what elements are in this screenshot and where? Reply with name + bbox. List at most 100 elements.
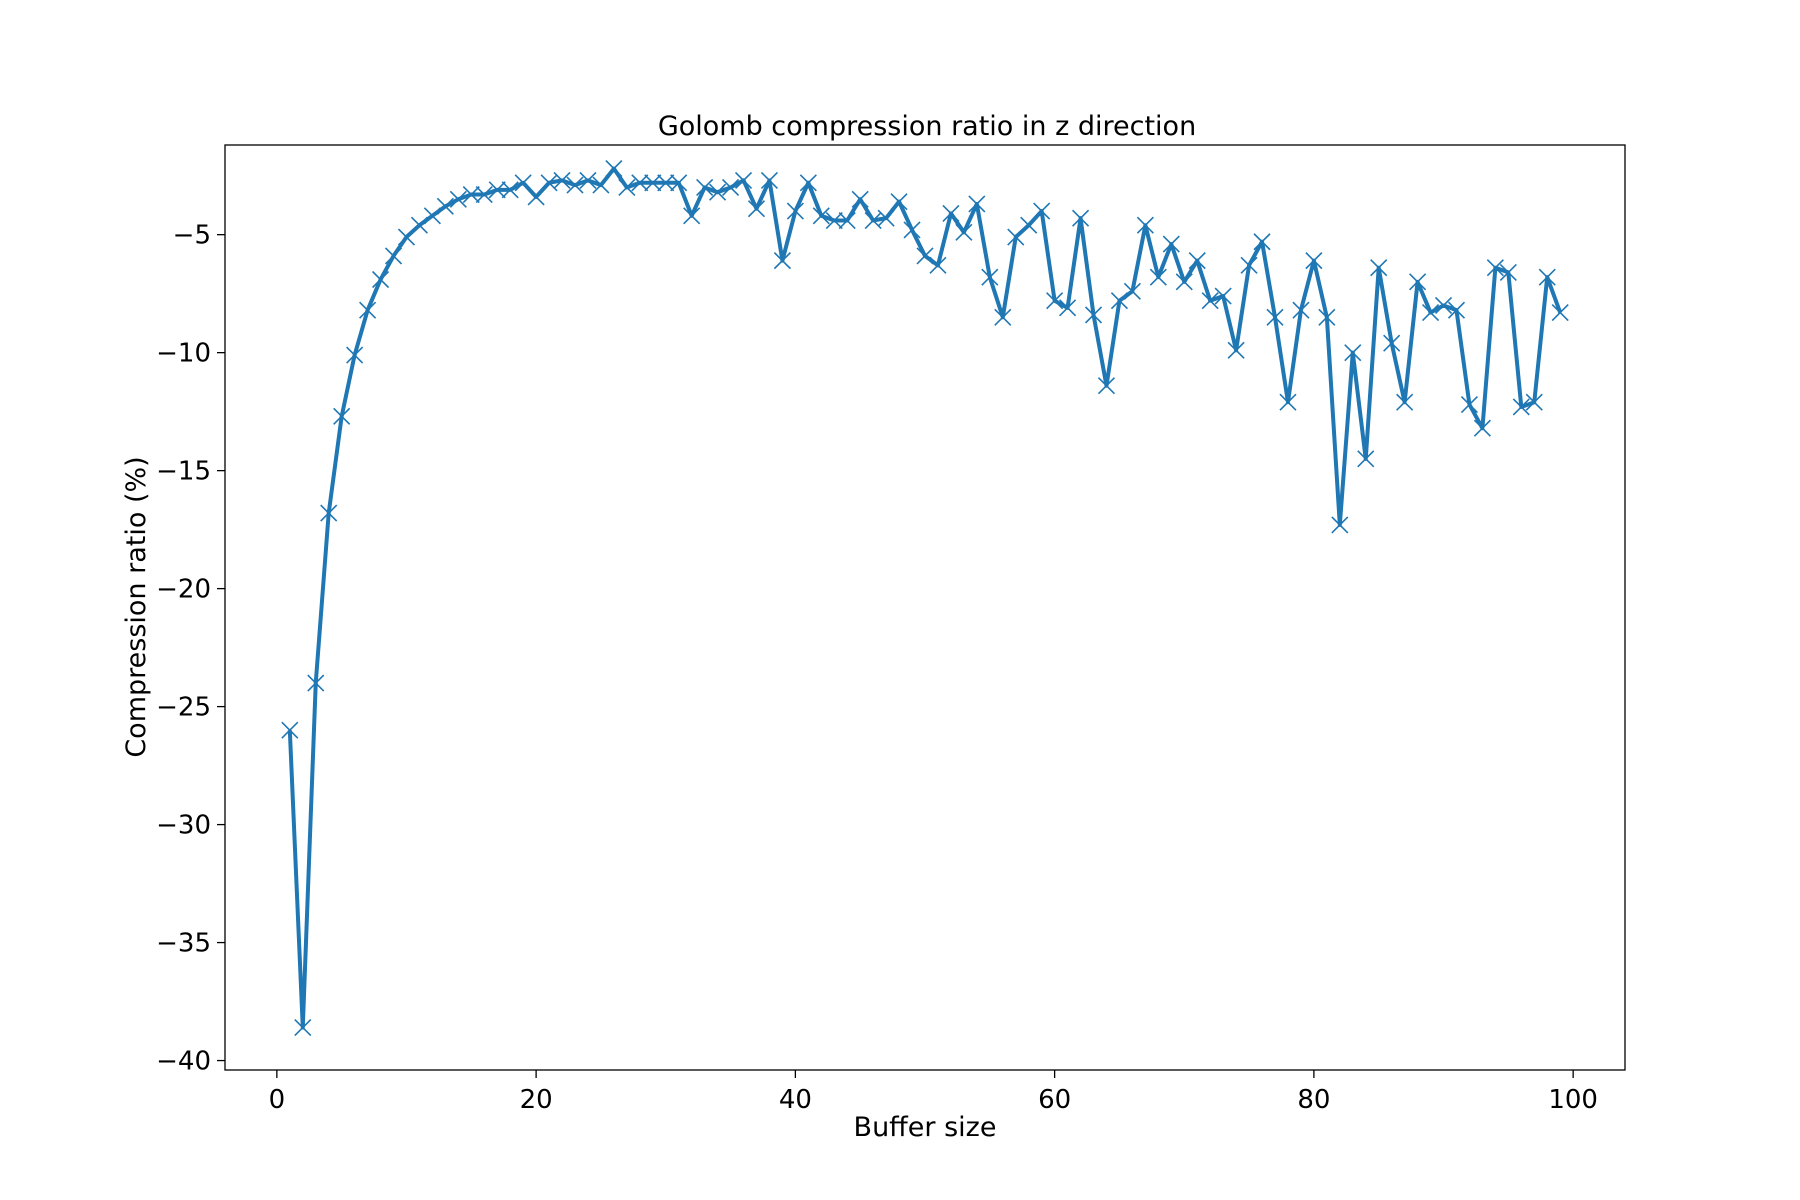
data-point — [1383, 334, 1401, 352]
y-tick-label: −20 — [156, 575, 211, 605]
data-point — [670, 174, 688, 192]
data-point — [423, 207, 441, 225]
data-point — [1266, 308, 1284, 326]
data-point — [903, 221, 921, 239]
data-point — [1318, 308, 1336, 326]
data-point — [1396, 393, 1414, 411]
data-point — [333, 407, 351, 425]
data-point — [1305, 252, 1323, 270]
x-tick-label: 60 — [1038, 1085, 1071, 1115]
data-point — [734, 171, 753, 189]
x-tick-label: 100 — [1548, 1085, 1598, 1115]
data-point — [1201, 292, 1219, 310]
plot-series — [281, 160, 1569, 1037]
data-point — [1447, 301, 1466, 319]
plot-frame — [224, 144, 1626, 1071]
data-point — [916, 247, 934, 265]
data-point — [566, 176, 584, 194]
data-point — [1059, 299, 1077, 317]
data-point — [1084, 306, 1103, 324]
data-point — [838, 211, 856, 230]
data-point — [410, 216, 429, 234]
data-point — [294, 1018, 312, 1037]
data-point — [799, 174, 817, 192]
data-point — [1473, 419, 1491, 437]
data-point — [1370, 259, 1388, 277]
data-point — [696, 178, 714, 197]
data-point — [760, 171, 779, 189]
data-point — [1525, 393, 1543, 411]
data-point — [773, 252, 791, 270]
x-tick-label: 20 — [520, 1085, 553, 1115]
data-point — [1123, 282, 1141, 300]
data-point — [1046, 292, 1064, 310]
chart-title: Golomb compression ratio in z direction — [658, 111, 1196, 142]
y-tick-label: −15 — [156, 457, 211, 487]
data-point — [644, 174, 662, 192]
data-point — [359, 301, 377, 319]
data-point — [1551, 303, 1569, 322]
data-point — [942, 204, 960, 222]
data-point — [1460, 396, 1479, 414]
y-axis-label: Compression ratio (%) — [121, 456, 152, 757]
data-point — [397, 228, 416, 246]
data-point — [1357, 450, 1375, 468]
y-axis: −5 −10 −15 −20 −25 −30 −35 −40 — [156, 221, 225, 1077]
data-point — [968, 195, 986, 213]
data-point — [955, 223, 973, 241]
data-point — [1162, 235, 1180, 253]
data-point — [1279, 393, 1297, 411]
data-point — [929, 256, 947, 274]
data-point — [1188, 252, 1206, 270]
data-point — [1292, 301, 1310, 319]
y-tick-label: −30 — [156, 811, 211, 841]
data-point — [1136, 216, 1154, 234]
y-tick-label: −35 — [156, 929, 211, 959]
data-point — [631, 174, 649, 192]
data-point — [1499, 263, 1517, 281]
data-point — [709, 183, 727, 201]
data-point — [436, 197, 454, 215]
data-point — [812, 207, 830, 225]
data-point — [1227, 341, 1245, 359]
data-point — [1253, 233, 1271, 251]
data-point — [890, 193, 908, 211]
data-point — [618, 178, 636, 197]
data-point — [527, 188, 545, 206]
data-point — [1344, 344, 1362, 362]
y-tick-label: −10 — [156, 339, 211, 369]
data-point — [1486, 259, 1504, 277]
data-point — [721, 178, 740, 197]
data-point — [981, 268, 999, 286]
x-axis: 0 20 40 60 80 100 — [269, 1070, 1598, 1115]
data-point — [683, 207, 701, 225]
data-point — [1007, 228, 1025, 246]
data-point — [592, 176, 610, 194]
y-tick-label: −40 — [156, 1047, 211, 1077]
data-point — [1434, 296, 1453, 315]
x-tick-label: 40 — [779, 1085, 812, 1115]
data-point — [994, 308, 1012, 326]
data-point — [462, 185, 480, 204]
data-point — [1240, 256, 1258, 274]
data-point — [657, 174, 675, 192]
data-point — [579, 171, 597, 189]
data-point — [1097, 377, 1116, 395]
x-tick-label: 0 — [269, 1085, 286, 1115]
data-point — [1331, 516, 1349, 534]
data-point — [1110, 292, 1129, 310]
series-line — [287, 166, 1563, 1030]
data-point — [281, 721, 299, 739]
x-axis-label: Buffer size — [854, 1112, 997, 1143]
data-point — [1149, 268, 1167, 286]
data-point — [747, 200, 766, 218]
data-point — [1175, 273, 1193, 291]
data-point — [475, 185, 493, 204]
data-point — [1538, 268, 1556, 286]
data-point — [346, 346, 364, 364]
data-point — [553, 171, 571, 189]
data-point — [851, 190, 869, 208]
data-point — [501, 181, 519, 199]
data-point — [384, 247, 403, 265]
